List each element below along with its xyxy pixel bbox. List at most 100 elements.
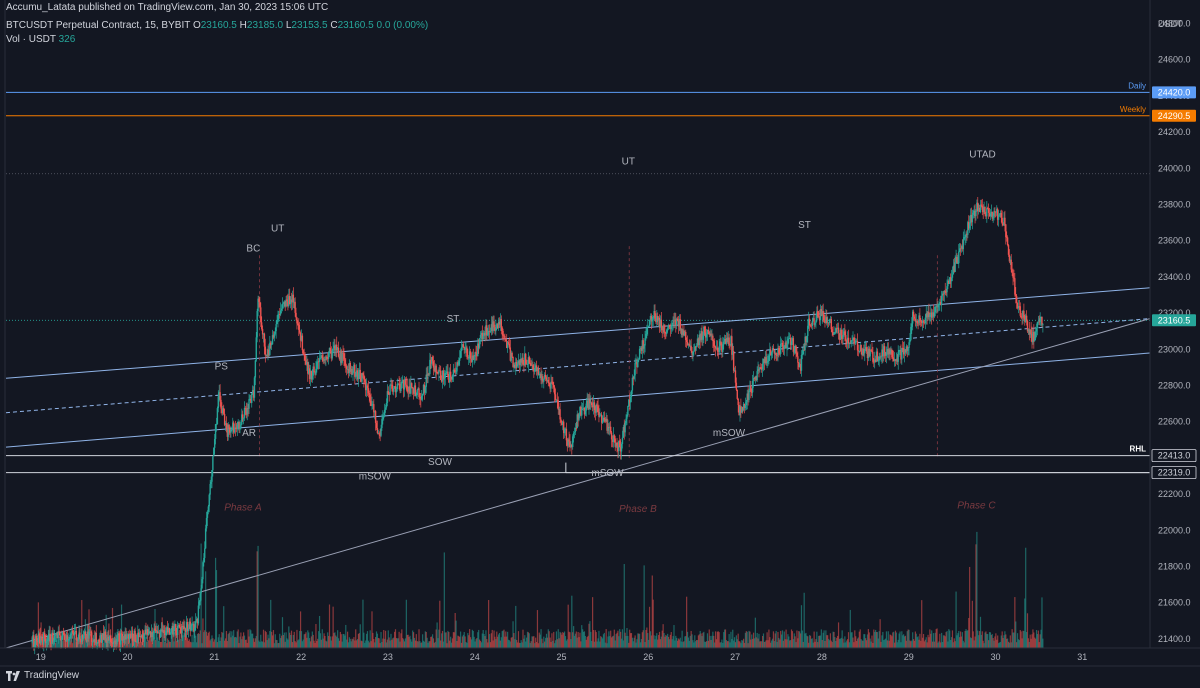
candle-body [364, 382, 367, 391]
volume-bar [294, 641, 296, 648]
volume-bar [789, 640, 791, 648]
candle-body [705, 334, 708, 338]
candle-body [159, 629, 162, 638]
volume-bar [265, 632, 267, 648]
candle-body [147, 633, 150, 635]
volume-bar [643, 565, 645, 648]
volume-bar [954, 641, 956, 648]
candle-body [298, 325, 300, 330]
candle-body [711, 335, 713, 337]
volume-bar [626, 627, 628, 648]
candle-body [694, 346, 697, 348]
volume-bar [69, 641, 71, 648]
volume-bar [972, 631, 974, 648]
volume-bar [401, 629, 403, 648]
volume-bar [611, 636, 614, 648]
volume-bar [290, 635, 292, 648]
candle-body [990, 211, 993, 214]
candle-body [477, 343, 479, 357]
candle-body [86, 631, 88, 642]
volume-bar [321, 629, 323, 648]
candle-body [993, 211, 995, 216]
candle-body [357, 372, 360, 380]
candle-body [827, 322, 830, 324]
volume-bar [202, 618, 204, 648]
candle-body [662, 325, 664, 331]
candle-body [677, 321, 680, 327]
candle-body [1025, 315, 1028, 321]
volume-bar [337, 630, 339, 648]
candle-body [449, 371, 452, 377]
volume-bar [260, 634, 262, 648]
volume-bar [625, 635, 627, 648]
candle-body [644, 338, 646, 346]
symbol-label[interactable]: BTCUSDT Perpetual Contract, 15, BYBIT [6, 20, 191, 31]
last-price-tag [1152, 314, 1196, 327]
volume-bar [733, 640, 735, 648]
volume-bar [802, 641, 804, 648]
candle-body [229, 429, 231, 433]
volume-bar [758, 633, 760, 648]
candle-body [435, 365, 437, 373]
volume-label[interactable]: Vol · USDT [6, 34, 56, 45]
candle-body [826, 317, 828, 323]
candle-body [831, 329, 833, 333]
candle-body [382, 416, 384, 420]
candle-body [367, 388, 370, 394]
candle-body [102, 633, 105, 640]
candle-body [968, 222, 970, 229]
candle-body [663, 325, 665, 333]
volume-bar [837, 622, 840, 648]
candle-body [675, 318, 678, 325]
volume-bar [237, 629, 239, 648]
candle-body [597, 406, 599, 413]
volume-bar [803, 592, 805, 648]
candle-body [904, 349, 907, 353]
candle-body [784, 342, 786, 346]
volume-bar [450, 636, 452, 648]
candle-body [308, 368, 311, 379]
candle-body [952, 265, 955, 275]
volume-bar [187, 640, 190, 648]
candle-body [242, 414, 244, 419]
candle-body [734, 370, 737, 383]
candle-body [620, 444, 623, 452]
candle-body [954, 262, 956, 272]
candle-body [798, 364, 801, 368]
volume-bar [386, 639, 388, 648]
candle-body [852, 337, 854, 341]
candle-body [926, 313, 928, 318]
candle-body [685, 340, 688, 343]
volume-bar [661, 630, 663, 648]
candle-body [480, 332, 483, 335]
volume-bar [327, 632, 329, 648]
volume-bar [273, 643, 275, 648]
candle-body [866, 351, 869, 359]
volume-bar [620, 631, 622, 648]
candle-body [635, 362, 637, 363]
volume-bar [399, 641, 401, 648]
candle-body [1007, 245, 1010, 255]
volume-bar [461, 636, 464, 648]
volume-bar [979, 616, 982, 648]
volume-bar [408, 637, 410, 648]
candle-body [701, 331, 703, 340]
candle-body [510, 352, 512, 361]
volume-bar [1003, 635, 1005, 648]
volume-bar [352, 639, 354, 648]
candle-body [536, 367, 539, 372]
candle-body [559, 409, 561, 420]
volume-bar [710, 639, 712, 648]
candle-body [372, 404, 374, 405]
volume-bar [287, 639, 289, 648]
candle-body [495, 327, 497, 332]
candle-body [931, 312, 934, 318]
candle-body [969, 214, 972, 224]
volume-bar [485, 630, 487, 648]
candle-body [388, 394, 390, 395]
volume-bar [937, 642, 939, 648]
candle-body [354, 364, 356, 377]
candle-body [349, 363, 351, 372]
candle-body [754, 376, 757, 379]
